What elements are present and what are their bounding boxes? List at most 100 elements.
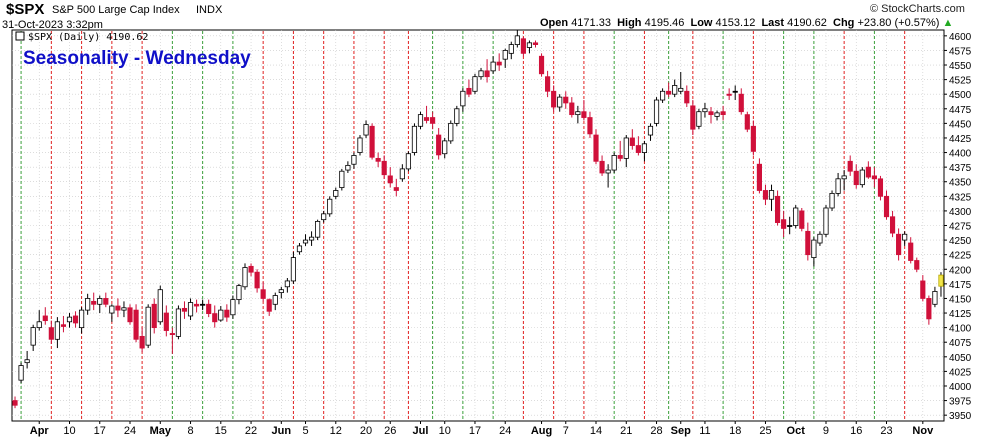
low-value: 4153.12 <box>715 17 756 29</box>
candle <box>762 184 769 206</box>
y-tick-label: 4025 <box>949 367 972 378</box>
candle-body <box>72 315 79 324</box>
candle-body <box>738 93 744 113</box>
candle <box>623 135 629 168</box>
candle <box>115 298 121 318</box>
x-tick-label: 24 <box>124 425 136 437</box>
high-label: High <box>617 17 642 29</box>
candle <box>181 301 188 319</box>
candle <box>42 307 48 325</box>
candle <box>557 94 563 112</box>
candle <box>236 283 242 305</box>
candle-body <box>54 321 60 340</box>
candle-body <box>926 298 932 320</box>
candle-body <box>762 190 769 200</box>
x-tick-label: 8 <box>187 425 193 437</box>
candle <box>817 231 823 246</box>
candle-body <box>914 260 920 270</box>
low-label: Low <box>690 17 713 29</box>
x-tick-label: 21 <box>620 425 632 437</box>
candle-body <box>163 312 169 331</box>
candle-body <box>520 38 526 54</box>
candle-body <box>920 280 926 299</box>
y-tick-label: 4100 <box>949 324 972 335</box>
candle-body <box>272 295 278 305</box>
candle-body <box>133 309 139 340</box>
candle <box>145 304 151 349</box>
candle-body <box>66 316 73 323</box>
candle <box>617 140 623 162</box>
candle <box>666 82 672 98</box>
candle <box>920 275 926 302</box>
candle <box>351 152 357 169</box>
candle-body <box>726 93 732 96</box>
candle <box>581 100 587 121</box>
candle-body <box>254 271 260 289</box>
candle-body <box>678 87 684 92</box>
candle-body <box>484 70 490 78</box>
candle <box>393 178 399 197</box>
candle-body <box>569 102 575 116</box>
candle <box>799 207 805 232</box>
candle-body <box>605 169 611 174</box>
candle-body <box>296 245 303 253</box>
candle <box>902 231 908 246</box>
candle <box>242 263 248 290</box>
candle-body <box>514 35 520 45</box>
candle <box>502 48 508 68</box>
candle-body <box>502 50 508 60</box>
candle-body <box>333 190 339 197</box>
x-tick-label: 26 <box>384 425 396 437</box>
candle-body <box>774 195 781 223</box>
candle-body <box>617 155 623 159</box>
candle-body <box>672 85 678 95</box>
candle-body <box>496 61 502 66</box>
candle <box>732 85 738 101</box>
candle-body <box>212 313 218 323</box>
x-tick-label: 10 <box>63 425 75 437</box>
y-tick-label: 4550 <box>949 61 972 72</box>
candle-body <box>145 306 151 346</box>
candle-body <box>181 307 188 312</box>
x-tick-label: 23 <box>880 425 892 437</box>
candle <box>690 100 696 136</box>
candle-body <box>653 99 660 124</box>
y-tick-label: 4350 <box>949 178 972 189</box>
x-tick-label: 7 <box>563 425 569 437</box>
candle-body <box>478 70 484 78</box>
candle <box>859 167 865 188</box>
candle <box>442 137 448 159</box>
candle <box>756 158 762 194</box>
y-tick-label: 4000 <box>949 382 972 393</box>
candle-body <box>593 134 599 162</box>
candle <box>926 295 932 325</box>
candle-body <box>79 309 85 329</box>
candle-body <box>611 155 617 171</box>
candle <box>478 67 484 80</box>
candle-body <box>230 299 236 316</box>
candle <box>508 41 514 60</box>
candle <box>635 136 641 156</box>
candle-body <box>363 124 369 136</box>
chart-title: Seasonality - Wednesday <box>23 48 251 69</box>
candle <box>726 88 732 101</box>
candle-body <box>787 225 793 227</box>
candle <box>187 298 194 321</box>
candle <box>103 292 109 308</box>
y-tick-label: 4475 <box>949 105 972 116</box>
candle-body <box>793 207 799 226</box>
candle-body <box>206 303 212 315</box>
candle <box>672 79 678 98</box>
x-tick-label: 11 <box>699 425 710 437</box>
last-label: Last <box>761 17 785 29</box>
x-tick-label: 17 <box>94 425 106 437</box>
candle <box>551 85 557 112</box>
candle-body <box>411 125 418 153</box>
y-tick-label: 4425 <box>949 134 972 145</box>
candle <box>375 152 381 168</box>
x-tick-label: 10 <box>439 425 451 437</box>
legend: $SPX (Daily) 4190.62 <box>15 31 148 43</box>
candle <box>345 161 351 173</box>
candle <box>66 313 73 328</box>
candle <box>593 129 599 165</box>
